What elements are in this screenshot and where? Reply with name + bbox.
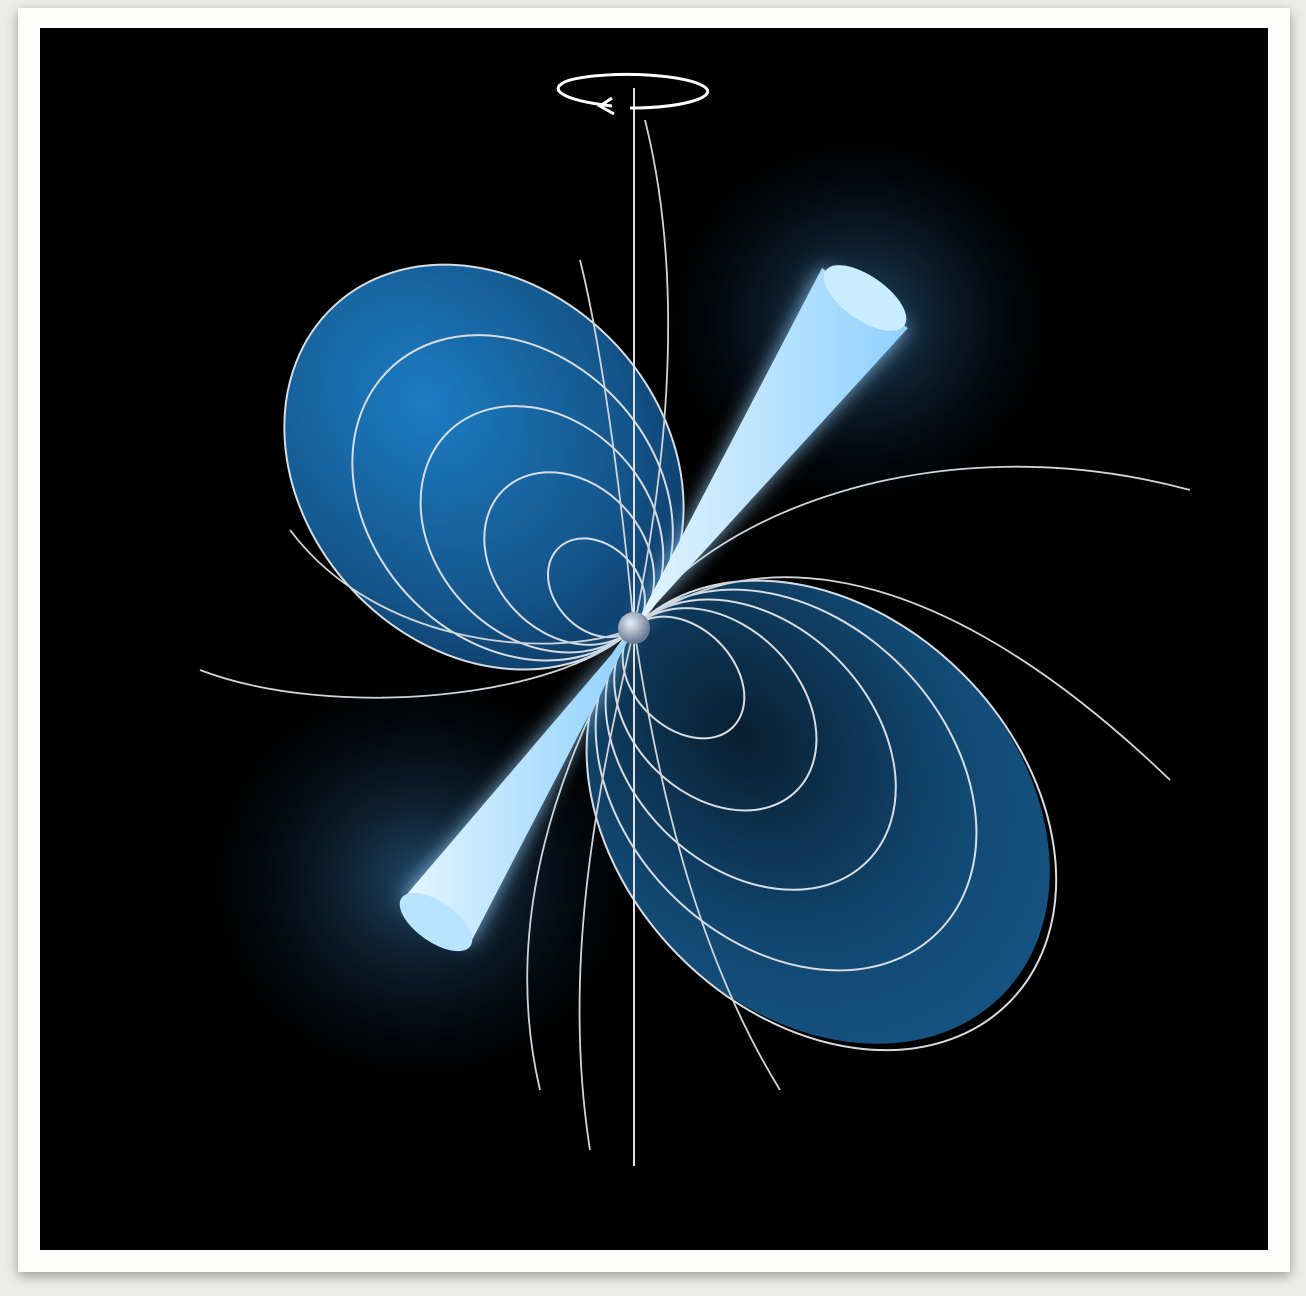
rotation-curve <box>556 73 710 110</box>
beam <box>634 268 908 628</box>
field-line <box>199 627 635 699</box>
beam-cap <box>823 265 907 331</box>
arrow-head <box>597 96 615 116</box>
beam-cap <box>399 892 473 952</box>
field-line <box>578 627 635 1151</box>
radiation-beams <box>399 265 908 952</box>
beam <box>402 628 634 944</box>
field-line <box>579 259 635 629</box>
field-line <box>633 119 670 629</box>
field-line <box>633 576 1171 781</box>
field-line <box>289 529 635 645</box>
field-line <box>633 627 781 1091</box>
neutron-star <box>618 612 650 644</box>
rotation-arrow <box>556 73 710 116</box>
lobe <box>585 579 1050 1044</box>
lobe <box>284 264 684 670</box>
